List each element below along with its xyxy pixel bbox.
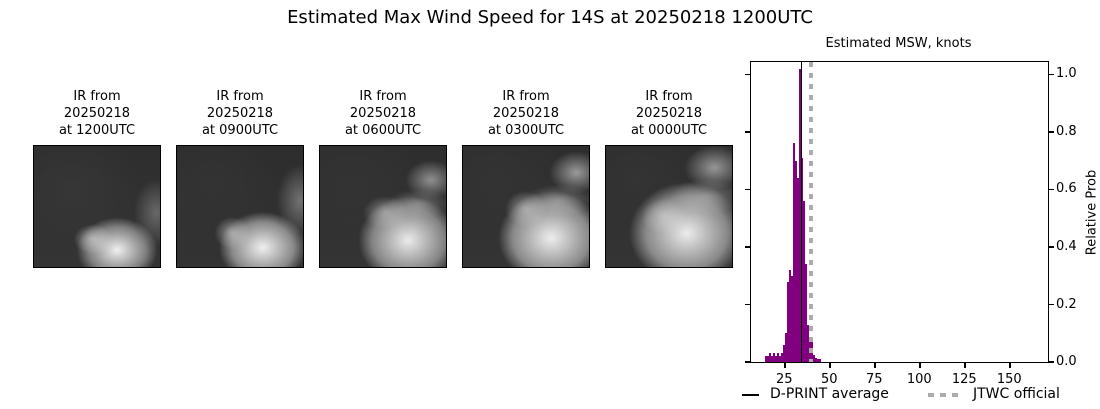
label-line: IR from <box>502 89 550 104</box>
x-axis-tick <box>829 363 831 368</box>
y-axis-tick-label: 0.6 <box>1056 181 1077 197</box>
label-line: at 1200UTC <box>58 123 136 138</box>
histogram-bar <box>795 160 798 362</box>
y-axis-tick <box>1049 73 1054 76</box>
histogram-bar <box>775 356 778 362</box>
x-axis-tick-label: 125 <box>951 372 977 387</box>
ir-satellite-image-0900utc <box>176 145 304 268</box>
x-axis-tick-label: 50 <box>821 372 838 387</box>
label-line: at 0900UTC <box>201 123 279 138</box>
solid-line-swatch <box>742 394 759 397</box>
histogram-bar <box>814 357 817 362</box>
histogram-bar <box>793 143 796 362</box>
histogram-bar <box>765 356 768 362</box>
label-line: at 0000UTC <box>630 123 708 138</box>
x-axis-tick-label: 100 <box>906 372 932 387</box>
dotted-line-swatch <box>928 393 962 397</box>
label-line: 20250218 <box>63 106 131 121</box>
average-vline <box>800 62 803 362</box>
legend-label-dprint: D-PRINT average <box>770 386 889 402</box>
chart-legend: D-PRINT average JTWC official <box>740 384 1100 406</box>
y-axis-tick-label: 1.0 <box>1056 66 1077 82</box>
y-axis-tick-label: 0.0 <box>1056 354 1077 369</box>
histogram-bar <box>812 354 815 362</box>
y-axis-tick-label: 0.8 <box>1056 123 1077 139</box>
histogram-bar <box>803 200 805 362</box>
histogram-bar <box>777 353 780 362</box>
legend-label-jtwc: JTWC official <box>973 386 1060 402</box>
x-axis-tick-label: 75 <box>866 372 883 387</box>
histogram-bar <box>805 264 807 362</box>
ir-satellite-image-1200utc <box>33 145 161 268</box>
y-axis-label: Relative Prob <box>1084 169 1100 256</box>
y-axis-tick-label: 0.2 <box>1056 296 1077 312</box>
histogram-bar <box>791 275 794 362</box>
y-axis-tick-label: 0.4 <box>1056 238 1077 254</box>
y-axis-tick <box>745 188 750 191</box>
y-axis-tick <box>745 303 750 306</box>
histogram-bar <box>783 344 786 362</box>
chart-title: Estimated MSW, knots <box>825 36 972 51</box>
label-line: 20250218 <box>349 106 417 121</box>
ir-panel-label-0000utc: IR from 20250218 at 0000UTC <box>605 88 733 139</box>
ir-panel-label-1200utc: IR from 20250218 at 1200UTC <box>33 88 161 139</box>
histogram-bar <box>781 353 784 362</box>
label-line: IR from <box>73 89 121 104</box>
y-axis-tick <box>745 131 750 133</box>
ir-panel-label-0300utc: IR from 20250218 at 0300UTC <box>462 88 590 139</box>
ir-panel-label-0900utc: IR from 20250218 at 0900UTC <box>176 88 304 139</box>
y-axis-tick <box>745 246 750 248</box>
histogram-bar <box>773 353 776 362</box>
label-line: IR from <box>359 89 407 104</box>
ir-satellite-image-0000utc <box>605 145 733 268</box>
histogram-plot-area: 25 50 75 100 125 150 0.0 0.2 0.4 0.6 0.8 1.0 <box>745 61 1077 387</box>
ir-panel-label-0600utc: IR from 20250218 at 0600UTC <box>319 88 447 139</box>
label-line: at 0300UTC <box>487 123 565 138</box>
y-axis-tick <box>745 361 750 363</box>
ir-satellite-image-0600utc <box>319 145 447 268</box>
histogram-bar <box>799 68 802 362</box>
histogram-bar <box>797 177 800 362</box>
y-axis-tick <box>1049 246 1054 248</box>
label-line: IR from <box>216 89 264 104</box>
label-line: 20250218 <box>206 106 274 121</box>
y-axis-tick <box>745 73 750 76</box>
official-vline <box>809 62 814 362</box>
label-line: 20250218 <box>635 106 703 121</box>
ir-satellite-image-0300utc <box>462 145 590 268</box>
histogram-bar <box>787 281 790 362</box>
histogram-bar <box>767 356 770 362</box>
y-axis-tick <box>1049 188 1054 191</box>
label-line: IR from <box>645 89 693 104</box>
histogram-bar <box>785 333 788 362</box>
y-axis-tick <box>1049 303 1054 306</box>
histogram-bar <box>816 358 819 362</box>
histogram-bar <box>769 353 772 362</box>
x-axis-tick-label: 150 <box>996 372 1022 387</box>
label-line: at 0600UTC <box>344 123 422 138</box>
histogram-bar <box>771 356 774 362</box>
histogram-bar <box>807 324 809 362</box>
histogram-bar <box>779 356 782 362</box>
x-axis-tick-label: 25 <box>776 372 793 387</box>
histogram-bar <box>789 270 792 362</box>
label-line: 20250218 <box>492 106 560 121</box>
y-axis-tick <box>1049 361 1054 363</box>
x-axis-tick <box>874 363 876 368</box>
x-axis-tick <box>1009 363 1011 368</box>
page-title: Estimated Max Wind Speed for 14S at 2025… <box>287 7 813 28</box>
x-axis-tick <box>919 363 921 368</box>
histogram-bar <box>818 359 821 362</box>
y-axis-tick <box>1049 131 1054 133</box>
x-axis-tick <box>784 363 786 368</box>
x-axis-tick <box>964 363 966 368</box>
